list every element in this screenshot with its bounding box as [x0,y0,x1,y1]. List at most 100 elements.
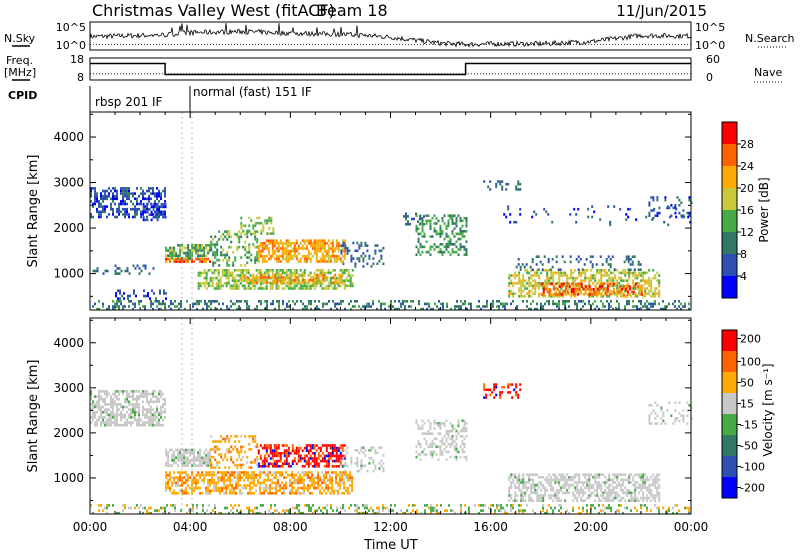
range-gate-cell [378,249,381,253]
range-gate-cell [293,244,296,248]
cpid-label: CPID [8,89,37,102]
range-gate-cell [259,242,262,245]
range-gate-cell [132,405,134,409]
range-gate-cell [333,284,336,288]
range-gate-cell [177,464,180,467]
range-gate-cell [441,217,444,220]
range-gate-cell [293,492,296,495]
range-gate-cell [628,499,631,502]
range-gate-cell [455,458,458,461]
range-gate-cell [443,222,446,225]
range-gate-cell [648,292,651,295]
range-gate-cell [513,220,516,224]
range-gate-cell [253,481,256,485]
range-gate-cell [522,284,525,288]
range-gate-cell [303,274,306,277]
range-gate-cell [307,284,310,288]
range-gate-cell [275,260,278,263]
range-gate-cell [193,453,196,457]
range-gate-cell [126,267,129,270]
range-gate-cell [427,432,430,435]
range-gate-cell [608,302,610,306]
range-gate-cell [242,229,245,233]
range-gate-cell [281,287,284,290]
range-gate-cell [552,295,555,298]
range-gate-cell [441,253,444,256]
range-gate-cell [150,413,152,417]
range-gate-cell [463,427,466,430]
range-gate-cell [552,271,555,275]
range-gate-cell [122,307,124,311]
range-gate-cell [372,300,374,303]
range-gate-cell [335,457,338,460]
range-gate-cell [327,457,330,460]
range-gate-cell [417,427,420,430]
range-gate-cell [100,397,102,401]
range-gate-cell [207,453,210,457]
range-gate-cell [269,446,272,450]
range-gate-cell [197,473,200,477]
range-gate-cell [507,385,510,389]
range-gate-cell [234,258,237,262]
range-gate-cell [532,483,535,487]
range-gate-cell [246,276,249,279]
range-gate-cell [517,263,520,266]
range-gate-cell [626,494,629,497]
range-gate-cell [313,249,316,253]
range-gate-cell [277,444,280,447]
range-gate-cell [608,307,610,311]
range-gate-cell [579,258,582,261]
range-gate-cell [179,459,182,462]
range-gate-cell [100,416,102,419]
range-gate-cell [231,274,234,277]
range-gate-cell [126,187,128,190]
range-gate-cell [588,486,591,489]
range-gate-cell [295,239,298,242]
range-gate-cell [255,274,258,277]
range-gate-cell [144,210,147,214]
range-gate-cell [442,307,444,311]
range-gate-cell [271,465,274,468]
range-gate-cell [279,260,282,263]
range-gate-cell [96,400,98,404]
range-gate-cell [126,207,128,211]
range-gate-cell [223,471,226,474]
range-gate-cell [313,271,316,275]
range-gate-cell [327,479,330,482]
range-gate-cell [417,227,420,230]
range-gate-cell [592,293,595,296]
range-gate-cell [223,271,226,275]
range-gate-cell [319,249,322,253]
range-gate-cell [485,393,488,397]
range-gate-cell [276,300,278,303]
range-gate-cell [197,481,200,485]
range-gate-cell [106,421,108,424]
range-gate-cell [156,416,158,419]
range-gate-cell [261,492,264,495]
range-gate-cell [604,305,606,308]
range-gate-cell [449,445,452,448]
range-gate-cell [197,284,200,288]
range-gate-cell [116,207,118,211]
range-gate-cell [564,491,567,495]
range-gate-cell [548,293,551,296]
range-gate-cell [445,248,448,251]
range-gate-cell [331,465,334,468]
range-gate-cell [535,213,538,216]
range-gate-cell [279,457,282,460]
range-gate-cell [532,300,534,303]
range-gate-cell [360,241,363,245]
range-gate-cell [658,282,661,285]
range-gate-cell [235,279,238,282]
range-gate-cell [271,473,274,477]
range-gate-cell [321,457,324,460]
range-gate-cell [267,476,270,479]
range-gate-cell [342,464,345,468]
range-gate-cell [263,257,266,261]
range-gate-cell [144,208,147,211]
range-gate-cell [140,392,142,396]
range-gate-cell [461,435,464,438]
range-gate-cell [362,257,365,260]
range-gate-cell [319,244,322,248]
range-gate-cell [688,211,691,215]
